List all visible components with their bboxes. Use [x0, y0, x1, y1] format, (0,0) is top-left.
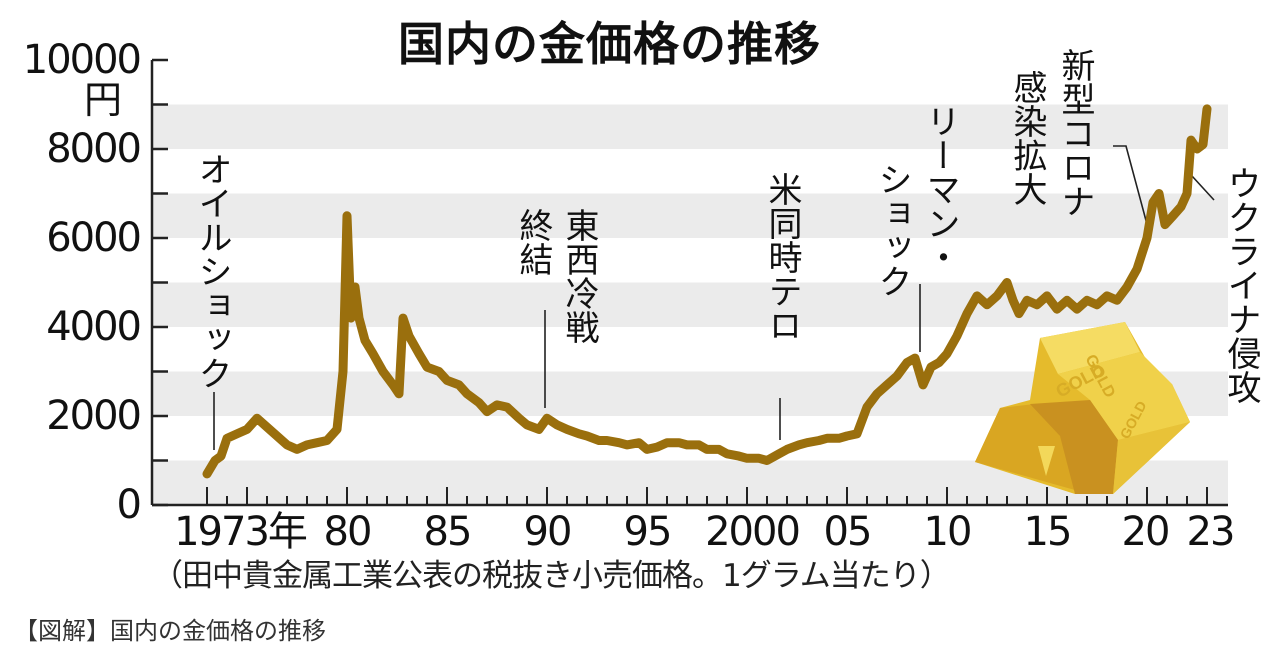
y-tick-10000: 10000: [22, 37, 142, 83]
annotation-terror: 米同時テロ: [762, 172, 802, 342]
y-tick-8000: 8000: [46, 126, 142, 172]
x-tick-95: 95: [623, 509, 673, 555]
axes: [150, 58, 1228, 507]
y-unit-label: 円: [84, 78, 123, 122]
x-tick-20: 20: [1121, 509, 1171, 555]
x-tick-85: 85: [423, 509, 473, 555]
y-tick-0: 0: [116, 482, 142, 528]
annotation-covid-line2: 感染拡大: [1007, 70, 1047, 206]
annotation-covid-line1: 新型コロナ: [1055, 48, 1095, 218]
source-note: （田中貴金属工業公表の税抜き小売価格。1グラム当たり）: [152, 558, 951, 594]
chart-title: 国内の金価格の推移: [398, 17, 821, 71]
annotation-lehman-line1: リーマン・: [920, 104, 960, 274]
y-tick-4000: 4000: [46, 304, 142, 350]
x-tick-1973: 1973年: [174, 509, 308, 555]
annotation-leader-lines: [213, 145, 1215, 450]
y-tick-2000: 2000: [46, 393, 142, 439]
figure-caption: 【図解】国内の金価格の推移: [14, 617, 326, 645]
x-tick-80: 80: [323, 509, 373, 555]
annotation-oil-shock: オイルショック: [192, 152, 232, 390]
gold-price-line: [202, 104, 1212, 479]
x-tick-15: 15: [1023, 509, 1073, 555]
x-tick-23: 23: [1186, 509, 1236, 555]
x-tick-05: 05: [823, 509, 873, 555]
annotation-ukraine: ウクライナ侵攻: [1221, 166, 1261, 404]
annotation-cold-war-line1: 東西冷戦: [559, 208, 599, 344]
annotation-lehman-line2: ショック: [872, 162, 912, 298]
x-tick-10: 10: [923, 509, 973, 555]
x-tick-90: 90: [523, 509, 573, 555]
gold-bar-illustration: GOLD GOLD GOLD: [975, 322, 1190, 494]
x-tick-2000: 2000: [705, 509, 801, 555]
annotation-cold-war-line2: 終結: [513, 208, 553, 276]
y-tick-6000: 6000: [46, 215, 142, 261]
